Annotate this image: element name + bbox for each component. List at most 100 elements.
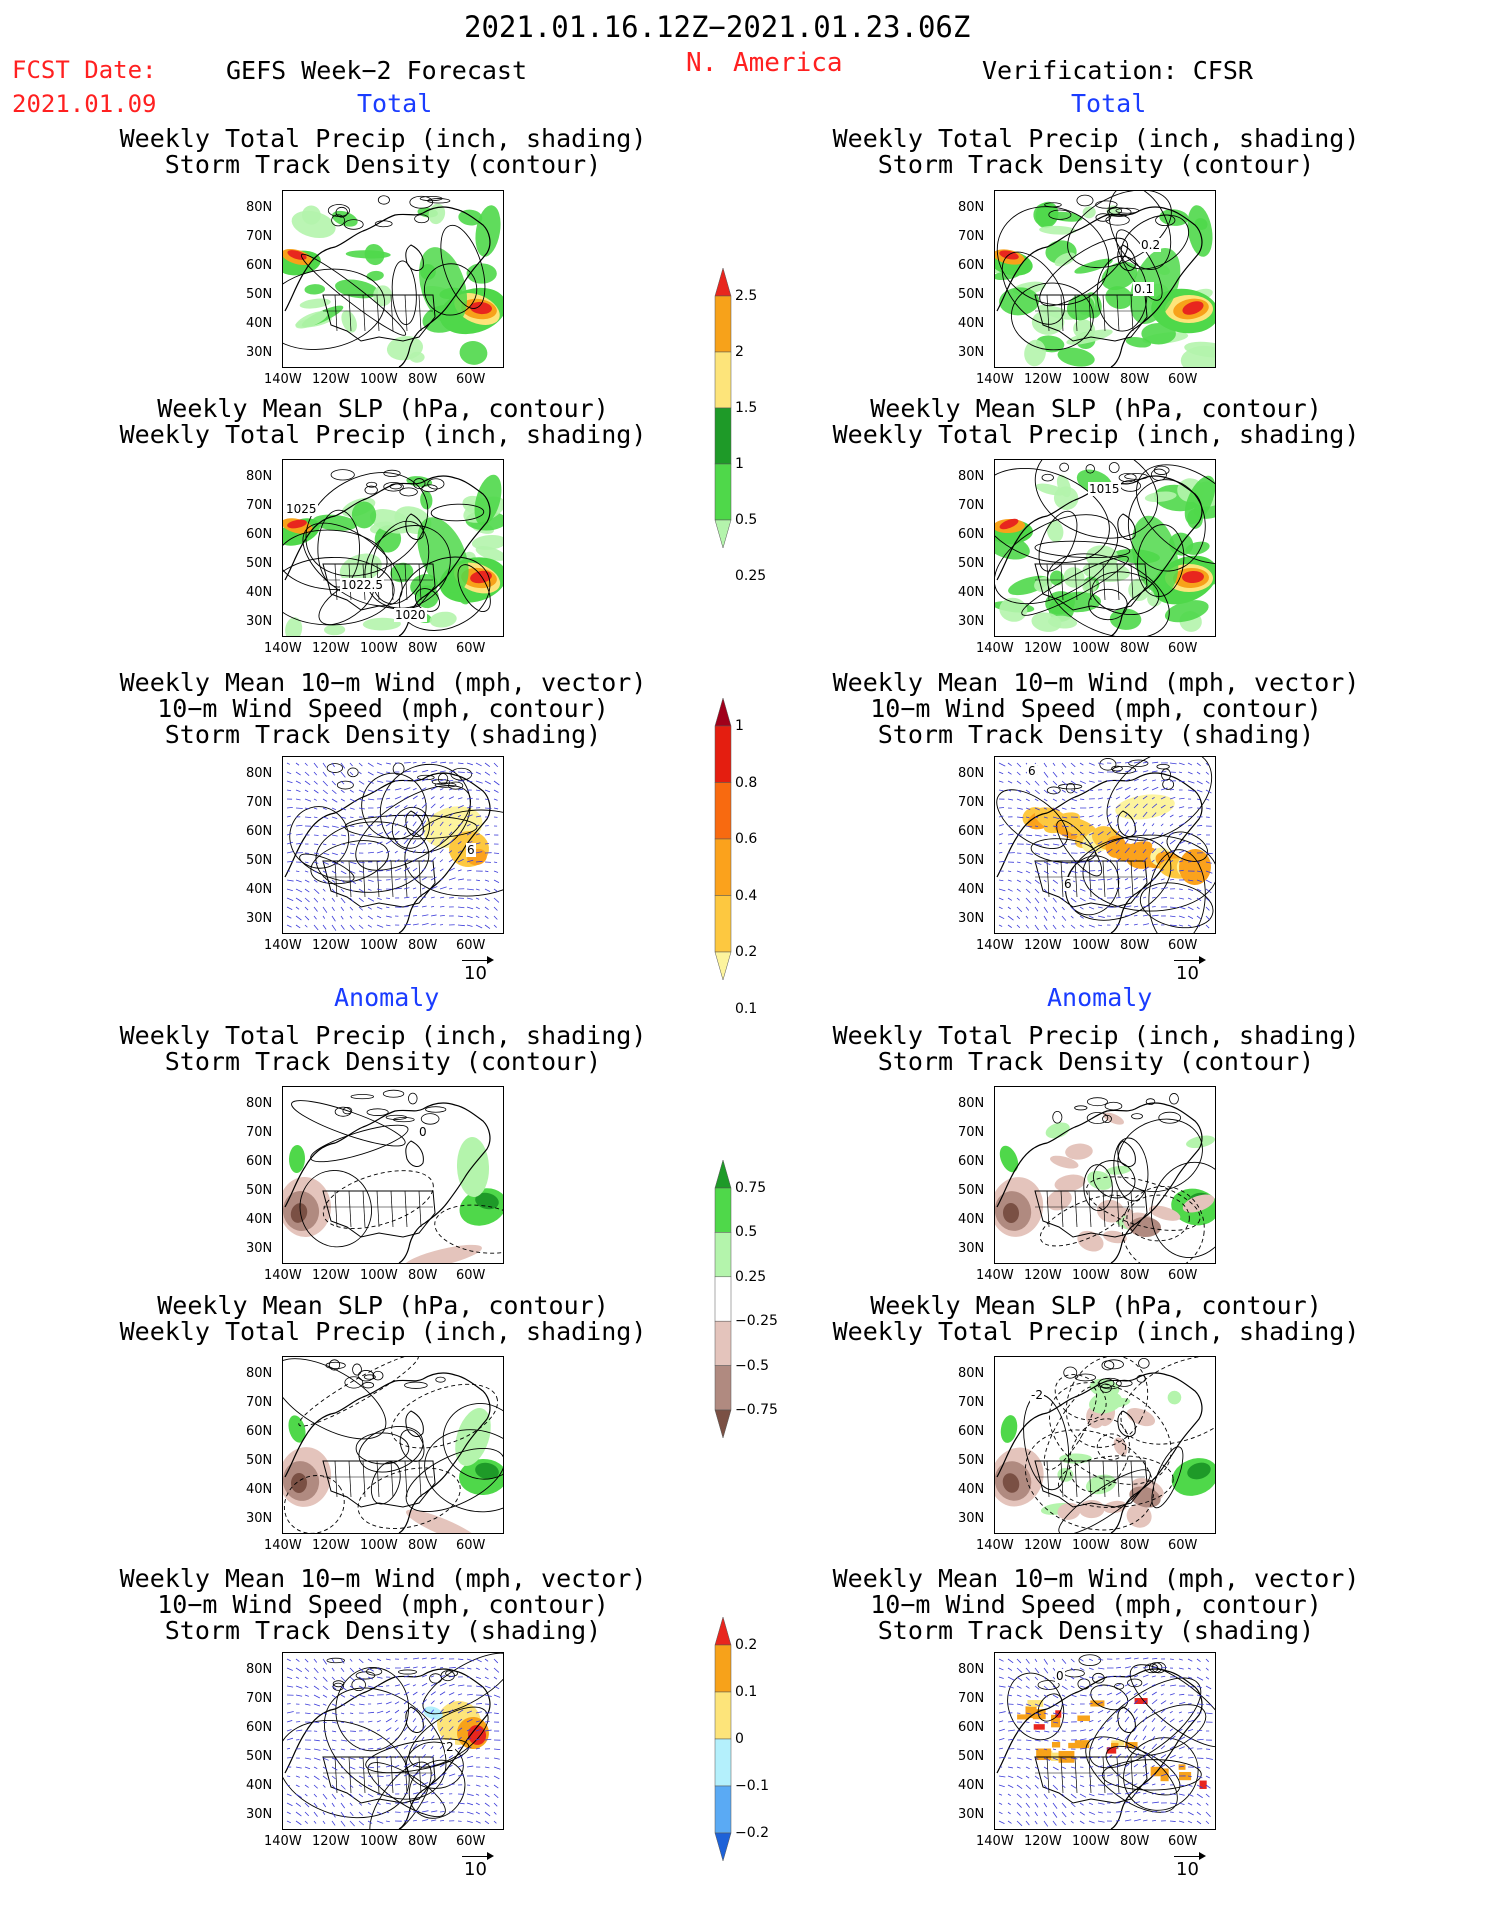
lon-label: 120W xyxy=(1024,641,1062,656)
lat-label: 40N xyxy=(958,1778,985,1793)
lat-label: 40N xyxy=(246,316,273,331)
colorbar-segment xyxy=(714,1691,732,1740)
contour-label: 6 xyxy=(1063,877,1073,891)
colorbar-tick-label: 0.75 xyxy=(735,1180,767,1196)
colorbar-tick-label: −0.25 xyxy=(735,1313,778,1330)
lon-label: 100W xyxy=(360,641,398,656)
lat-label: 30N xyxy=(246,614,273,629)
lat-label: 80N xyxy=(246,1096,273,1111)
lon-label: 120W xyxy=(312,1268,350,1283)
panel-r1-fcst-svg xyxy=(283,195,503,367)
panel-r1-obs-svg xyxy=(995,191,1215,367)
panel-r5-fcst-svg xyxy=(283,1357,503,1533)
lon-label: 100W xyxy=(1072,1834,1110,1849)
lat-label: 70N xyxy=(246,498,273,513)
lat-label: 40N xyxy=(958,882,985,897)
lat-label: 40N xyxy=(958,1212,985,1227)
lat-label: 50N xyxy=(958,1183,985,1198)
panel-r4-obs-title-line: Weekly Total Precip (inch, shading) xyxy=(832,1021,1360,1050)
lon-label: 120W xyxy=(312,1538,350,1553)
lat-label: 80N xyxy=(958,200,985,215)
panel-r6-fcst-svg xyxy=(283,1653,503,1829)
lat-label: 50N xyxy=(958,1453,985,1468)
lon-label: 100W xyxy=(1072,938,1110,953)
lat-label: 40N xyxy=(246,585,273,600)
lat-label: 30N xyxy=(246,345,273,360)
lon-label: 140W xyxy=(976,938,1014,953)
lon-label: 120W xyxy=(1024,372,1062,387)
panel-r2-fcst-title-line: Weekly Mean SLP (hPa, contour) xyxy=(157,394,609,423)
lon-label: 80W xyxy=(1120,1834,1150,1849)
colorbar-segment xyxy=(714,895,732,953)
colorbar-segment xyxy=(714,697,732,727)
panel-r3-obs-title-line: 10−m Wind Speed (mph, contour) xyxy=(870,694,1322,723)
panel-r3-obs-map xyxy=(994,756,1216,934)
lat-label: 60N xyxy=(958,824,985,839)
lon-label: 140W xyxy=(264,1834,302,1849)
contour-label: 1025 xyxy=(285,502,318,516)
reference-vector-head xyxy=(487,956,494,964)
lat-label: 80N xyxy=(958,1096,985,1111)
lon-label: 60W xyxy=(456,1834,486,1849)
lat-label: 70N xyxy=(958,1395,985,1410)
lat-label: 80N xyxy=(958,766,985,781)
colorbar-tick-label: 0.6 xyxy=(735,831,758,847)
lat-label: 70N xyxy=(246,229,273,244)
reference-vector-head xyxy=(1199,956,1206,964)
lat-label: 30N xyxy=(958,1511,985,1526)
lon-label: 100W xyxy=(360,1268,398,1283)
lon-label: 100W xyxy=(1072,1538,1110,1553)
colorbar-segment xyxy=(714,1616,732,1646)
panel-r5-obs-svg xyxy=(995,1357,1215,1533)
lon-label: 80W xyxy=(408,1538,438,1553)
contour-label: 0.2 xyxy=(1140,238,1162,252)
lat-label: 70N xyxy=(958,1691,985,1706)
lon-label: 80W xyxy=(408,641,438,656)
lat-label: 80N xyxy=(958,1366,985,1381)
lat-label: 50N xyxy=(246,287,273,302)
colorbar-total-precip: 2.5 2 1.5 1 0.5 0.25 xyxy=(713,267,793,584)
right-column-title: Verification: CFSR xyxy=(982,56,1253,85)
lat-label: 70N xyxy=(958,1125,985,1140)
panel-r6-fcst-title: Weekly Mean 10−m Wind (mph, vector) 10−m … xyxy=(83,1566,683,1644)
colorbar-tick-label: −0.2 xyxy=(735,1825,769,1841)
lat-label: 30N xyxy=(958,1807,985,1822)
lon-label: 100W xyxy=(360,372,398,387)
lat-label: 80N xyxy=(958,469,985,484)
panel-r5-obs-title: Weekly Mean SLP (hPa, contour) Weekly Tot… xyxy=(796,1293,1396,1345)
date-range-title: 2021.01.16.12Z−2021.01.23.06Z xyxy=(464,10,971,44)
lat-label: 70N xyxy=(958,498,985,513)
lat-label: 50N xyxy=(246,1749,273,1764)
lon-label: 80W xyxy=(1120,1538,1150,1553)
lon-label: 80W xyxy=(1120,372,1150,387)
colorbar-anom-storm-density: 0.2 0.1 0 −0.1 −0.2 xyxy=(713,1616,793,1862)
contour-label: 6 xyxy=(1027,764,1037,778)
panel-r5-obs-title-line: Weekly Total Precip (inch, shading) xyxy=(832,1317,1360,1346)
lat-label: 80N xyxy=(246,200,273,215)
lat-label: 60N xyxy=(958,1154,985,1169)
lat-label: 60N xyxy=(958,1720,985,1735)
left-column-title: GEFS Week−2 Forecast xyxy=(226,56,528,85)
lat-label: 50N xyxy=(246,853,273,868)
panel-r2-fcst-title-line: Weekly Total Precip (inch, shading) xyxy=(119,420,647,449)
lat-label: 30N xyxy=(246,911,273,926)
colorbar-tick-label: 0.8 xyxy=(735,774,758,791)
colorbar-tick-label: 2.5 xyxy=(735,288,758,304)
lat-label: 80N xyxy=(246,766,273,781)
lon-label: 60W xyxy=(1168,641,1198,656)
lon-label: 120W xyxy=(1024,1834,1062,1849)
panel-r4-obs-svg xyxy=(995,1093,1215,1263)
reference-vector-label: 10 xyxy=(1176,963,1199,984)
panel-r2-fcst-svg xyxy=(283,469,503,636)
colorbar-tick-label: 2 xyxy=(735,344,744,360)
lat-label: 60N xyxy=(958,527,985,542)
panel-r4-obs-map xyxy=(994,1086,1216,1264)
lat-label: 80N xyxy=(246,1366,273,1381)
lon-label: 80W xyxy=(1120,1268,1150,1283)
lon-label: 140W xyxy=(264,1268,302,1283)
panel-r3-obs-title: Weekly Mean 10−m Wind (mph, vector) 10−m … xyxy=(796,670,1396,748)
lat-label: 50N xyxy=(958,853,985,868)
lat-label: 30N xyxy=(246,1807,273,1822)
lon-label: 80W xyxy=(1120,938,1150,953)
lat-label: 60N xyxy=(246,258,273,273)
